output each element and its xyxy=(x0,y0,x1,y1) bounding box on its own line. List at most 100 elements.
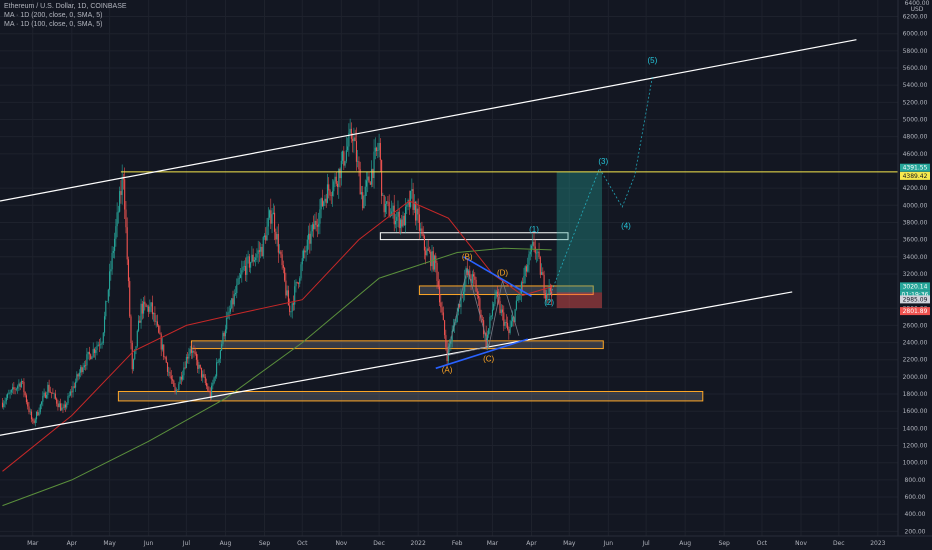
abcd-line-0 xyxy=(446,268,468,356)
candle-body-130 xyxy=(165,357,167,363)
candle-body-341 xyxy=(431,251,433,267)
candle-body-87 xyxy=(111,252,113,270)
candle-body-218 xyxy=(276,233,278,240)
candle-body-316 xyxy=(399,219,402,229)
candle-body-375 xyxy=(474,276,476,280)
ma100-legend[interactable]: MA · 1D (100, close, 0, SMA, 5) xyxy=(4,21,103,28)
candle-body-269 xyxy=(340,160,342,179)
candle-body-72 xyxy=(92,349,94,357)
candle-body-321 xyxy=(406,204,408,207)
price-tick-600: 600.00 xyxy=(905,494,926,501)
candle-body-103 xyxy=(131,342,133,370)
candle-body-106 xyxy=(135,346,137,350)
candle-body-336 xyxy=(425,250,427,256)
candle-body-288 xyxy=(364,186,366,197)
candle-body-76 xyxy=(97,344,99,347)
candle-body-191 xyxy=(242,266,244,271)
candle-body-241 xyxy=(305,251,307,253)
candle-body-285 xyxy=(360,192,363,195)
candle-body-39 xyxy=(51,392,53,394)
candle-body-426 xyxy=(538,251,540,258)
time-tick-13: Apr xyxy=(526,540,537,547)
candle-body-295 xyxy=(373,151,375,178)
time-tick-12: Mar xyxy=(487,540,499,547)
candle-body-215 xyxy=(272,212,274,215)
support-resistance-zones xyxy=(117,232,704,402)
candle-body-324 xyxy=(410,190,412,207)
price-tag-bg-1 xyxy=(900,171,930,180)
price-tick-3200: 3200.00 xyxy=(903,271,928,278)
symbol-title: Ethereum / U.S. Dollar, 1D, COINBASE xyxy=(4,3,127,10)
candle-body-172 xyxy=(218,358,220,363)
candle-body-79 xyxy=(101,343,103,345)
candle-body-52 xyxy=(67,395,69,404)
candle-body-327 xyxy=(413,202,415,210)
time-tick-19: Oct xyxy=(757,540,768,547)
candle-body-116 xyxy=(148,306,150,312)
candle-body-233 xyxy=(295,281,297,287)
candle-body-260 xyxy=(329,190,331,196)
candle-body-32 xyxy=(42,396,44,402)
candle-body-267 xyxy=(338,168,340,187)
candle-body-14 xyxy=(19,383,21,388)
candle-body-361 xyxy=(456,311,458,323)
candle-body-246 xyxy=(311,224,313,232)
channel-lower xyxy=(0,291,793,436)
candle-body-290 xyxy=(367,176,369,181)
candle-body-412 xyxy=(520,282,522,294)
candle-body-235 xyxy=(297,282,300,284)
candle-body-247 xyxy=(313,224,315,230)
wave-label-3: (D) xyxy=(497,269,508,278)
candle-body-415 xyxy=(524,266,526,276)
candle-body-73 xyxy=(93,349,96,353)
candle-body-70 xyxy=(90,354,92,360)
candle-body-45 xyxy=(58,403,60,408)
blue-trendline-1 xyxy=(463,256,532,297)
candle-body-330 xyxy=(417,208,419,215)
candle-body-435 xyxy=(549,285,551,292)
long-position-tool[interactable] xyxy=(556,171,603,309)
candle-body-33 xyxy=(43,392,45,397)
candle-body-349 xyxy=(441,307,443,313)
price-tick-800: 800.00 xyxy=(905,477,926,484)
candle-body-332 xyxy=(420,228,422,231)
candle-body-255 xyxy=(323,201,325,206)
candle-body-434 xyxy=(548,285,550,295)
candle-body-44 xyxy=(57,403,59,408)
candle-body-205 xyxy=(260,246,262,252)
trend-drawings[interactable] xyxy=(0,39,898,436)
candle-body-38 xyxy=(49,391,51,393)
candle-body-257 xyxy=(325,198,327,203)
candle-body-398 xyxy=(503,312,505,326)
zone-0 xyxy=(117,390,704,402)
price-tag-4: 2985.09 xyxy=(903,296,928,303)
candle-body-82 xyxy=(105,301,107,317)
time-axis-bg xyxy=(0,536,932,550)
candle-body-58 xyxy=(75,381,77,388)
candle-body-166 xyxy=(211,385,213,399)
wave-label-8: (5) xyxy=(648,56,658,65)
candle-body-411 xyxy=(519,293,521,296)
candle-body-282 xyxy=(357,161,359,162)
time-axis[interactable]: Mar Apr May Jun Jul Aug Sep Oct Nov Dec 2022 Feb Mar… xyxy=(0,535,932,550)
candle-body-46 xyxy=(59,403,62,411)
candle-body-284 xyxy=(359,169,361,195)
candle-body-352 xyxy=(445,335,447,348)
candle-body-9 xyxy=(13,387,15,390)
candle-body-188 xyxy=(238,277,240,279)
price-tick-3600: 3600.00 xyxy=(903,237,928,244)
candle-body-3 xyxy=(5,397,7,402)
wave-label-4: (1) xyxy=(529,225,539,234)
candle-body-131 xyxy=(166,362,169,372)
price-tag-0: 4391.55 xyxy=(903,165,928,172)
candle-body-59 xyxy=(76,374,78,382)
candle-body-226 xyxy=(286,290,288,296)
candle-body-109 xyxy=(139,320,141,323)
ma200-legend[interactable]: MA · 1D (200, close, 0, SMA, 5) xyxy=(4,12,103,19)
price-tick-5000: 5000.00 xyxy=(903,117,928,124)
candle-body-140 xyxy=(178,383,180,390)
candle-body-115 xyxy=(146,306,148,308)
